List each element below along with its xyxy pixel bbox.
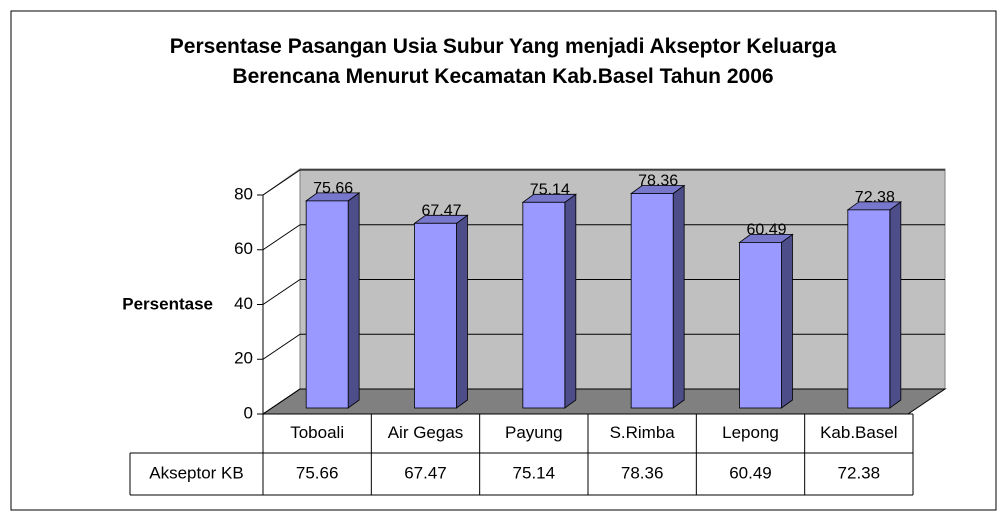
grid-line: [262, 224, 301, 251]
data-label: 67.47: [421, 203, 461, 220]
x-tick-label: S.Rimba: [610, 423, 676, 442]
series-name: Akseptor KB: [149, 463, 244, 482]
data-label: 75.14: [530, 182, 570, 199]
y-axis-label: Persentase: [122, 294, 213, 313]
table-value: 72.38: [838, 463, 881, 482]
bar: [846, 201, 903, 409]
grid-line: [262, 388, 301, 415]
y-tick-label: 20: [234, 349, 253, 368]
bar: [521, 193, 578, 409]
bar-side: [347, 192, 360, 409]
y-tick-label: 40: [234, 294, 253, 313]
bar: [629, 184, 686, 409]
chart-title: Persentase Pasangan Usia Subur Yang menj…: [169, 35, 837, 88]
y-tick-label: 60: [234, 239, 253, 258]
bar-side: [564, 193, 577, 409]
bar: [413, 214, 469, 409]
bar-front: [522, 201, 566, 409]
bar-side: [889, 201, 902, 409]
grid-line: [262, 279, 301, 305]
data-label: 78.36: [638, 173, 678, 190]
table-value: 78.36: [621, 463, 664, 482]
bar-front: [847, 209, 891, 409]
bar-front: [739, 242, 782, 409]
bar-front: [305, 200, 349, 409]
bar-front: [414, 222, 457, 409]
x-tick-label: Lepong: [722, 423, 779, 442]
bar-side: [672, 184, 685, 409]
data-label: 75.66: [313, 180, 353, 197]
data-label: 60.49: [746, 222, 786, 239]
x-tick-label: Toboali: [290, 423, 344, 442]
x-tick-label: Kab.Basel: [820, 423, 898, 442]
table-value: 75.14: [513, 463, 556, 482]
y-tick-label: 80: [234, 184, 253, 203]
table-value: 75.66: [296, 463, 339, 482]
data-label: 72.38: [855, 189, 895, 206]
table-value: 67.47: [404, 463, 447, 482]
bar: [738, 233, 794, 409]
bar-front: [630, 193, 674, 409]
bar-side: [456, 214, 468, 409]
grid-line: [262, 333, 301, 360]
table-value: 60.49: [729, 463, 772, 482]
x-tick-label: Air Gegas: [388, 423, 464, 442]
y-tick-label: 0: [244, 403, 253, 422]
grid-line: [262, 169, 301, 196]
floor: [261, 388, 947, 415]
x-tick-label: Payung: [505, 423, 563, 442]
bar: [304, 192, 361, 409]
bar-side: [781, 233, 793, 409]
